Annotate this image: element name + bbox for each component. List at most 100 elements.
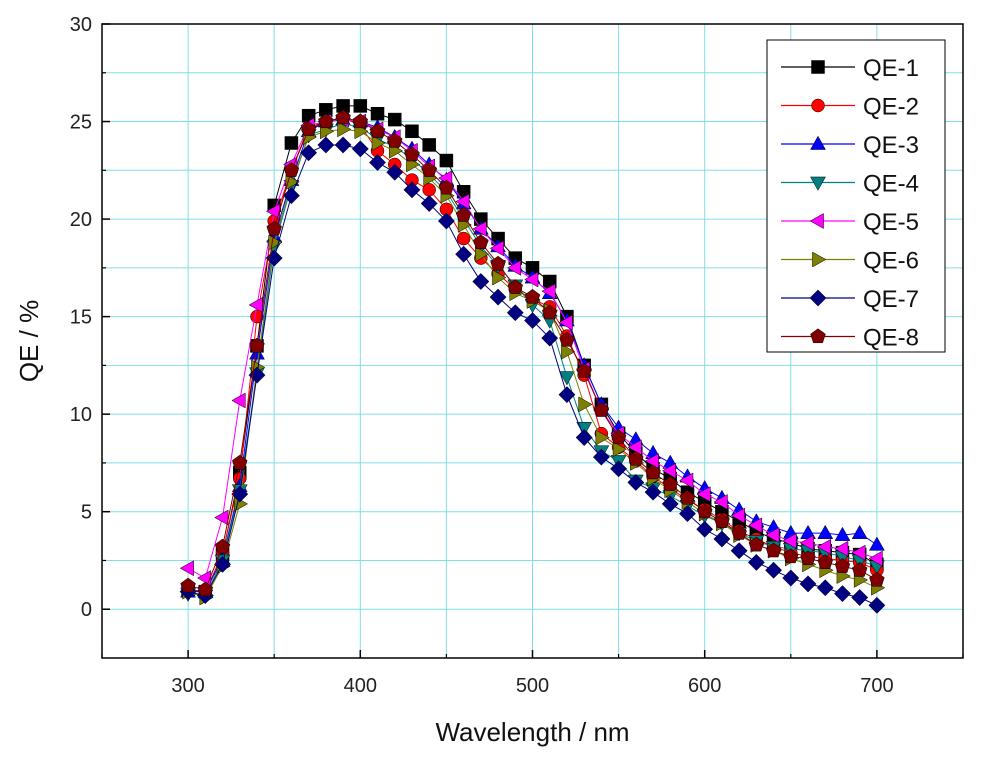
data-point — [834, 540, 849, 557]
data-point — [506, 304, 524, 322]
data-point — [456, 231, 471, 246]
data-point — [387, 112, 402, 127]
legend-item: QE-4 — [781, 171, 919, 198]
legend-marker — [812, 251, 827, 268]
data-point — [765, 542, 782, 558]
data-point — [627, 473, 645, 491]
data-point — [610, 460, 628, 478]
data-point — [489, 288, 507, 306]
data-point — [507, 279, 523, 294]
data-point — [868, 550, 883, 567]
data-point — [439, 153, 454, 168]
data-point — [645, 464, 661, 480]
legend-label: QE-3 — [863, 132, 919, 159]
data-point — [370, 106, 385, 121]
data-point — [800, 550, 816, 566]
data-point — [541, 283, 556, 300]
y-tick-label: 5 — [81, 502, 92, 524]
data-point — [422, 138, 436, 152]
x-tick-label: 700 — [860, 675, 893, 697]
x-axis-title: Wavelength / nm — [435, 717, 629, 747]
data-point — [851, 589, 869, 607]
data-point — [558, 386, 576, 404]
data-point — [799, 575, 817, 593]
data-point — [317, 136, 335, 154]
data-point — [679, 472, 694, 489]
data-point — [455, 245, 473, 263]
data-point — [679, 489, 696, 505]
data-point — [300, 121, 317, 136]
legend-marker — [810, 176, 826, 191]
series-qe-7 — [179, 136, 886, 614]
y-axis-title: QE / % — [14, 300, 44, 382]
data-point — [472, 220, 487, 237]
data-point — [817, 524, 834, 539]
data-point — [662, 476, 678, 491]
data-point — [492, 269, 507, 286]
y-tick-label: 30 — [70, 14, 92, 36]
data-point — [524, 271, 539, 288]
data-point — [232, 454, 248, 470]
data-point — [248, 297, 263, 313]
data-point — [524, 289, 541, 304]
legend-item: QE-6 — [781, 248, 919, 275]
data-point — [592, 448, 610, 466]
data-point — [696, 486, 711, 503]
data-point — [816, 538, 832, 555]
data-point — [851, 544, 866, 561]
data-point — [576, 363, 592, 378]
data-point — [472, 273, 490, 290]
data-point — [473, 234, 489, 250]
data-point — [661, 495, 679, 513]
y-tick-label: 20 — [70, 209, 92, 231]
data-point — [714, 513, 730, 529]
data-point — [730, 507, 745, 524]
axis-ticks: 300 400 500 600 700 0 5 10 15 20 25 30 — [70, 14, 964, 697]
legend-item: QE-7 — [781, 286, 919, 313]
data-point — [834, 526, 851, 541]
legend-marker — [811, 60, 825, 74]
data-point — [404, 146, 420, 162]
data-point — [731, 525, 747, 540]
data-point — [214, 538, 231, 554]
data-point — [765, 527, 780, 544]
data-point — [558, 314, 573, 331]
legend-label: QE-6 — [863, 248, 919, 275]
data-point — [489, 240, 504, 257]
data-point — [713, 494, 728, 510]
data-point — [612, 441, 627, 458]
data-point — [799, 535, 814, 551]
data-point — [214, 555, 232, 573]
data-point — [696, 503, 713, 519]
data-point — [644, 453, 659, 469]
legend-label: QE-5 — [863, 209, 919, 236]
data-point — [197, 570, 212, 586]
data-point — [405, 124, 419, 139]
data-point — [765, 561, 783, 579]
data-point — [334, 136, 352, 154]
data-point — [248, 366, 266, 384]
legend-box — [766, 39, 946, 353]
legend-marker — [810, 328, 826, 344]
data-point — [593, 402, 610, 417]
legend-label: QE-4 — [863, 171, 919, 198]
data-point — [595, 429, 610, 446]
data-point — [300, 144, 318, 162]
data-point — [816, 579, 834, 597]
data-point — [455, 207, 472, 222]
data-point — [437, 212, 455, 230]
data-point — [627, 439, 642, 456]
data-point — [868, 536, 885, 551]
data-point — [369, 154, 386, 171]
x-tick-label: 600 — [688, 675, 721, 697]
y-tick-label: 25 — [70, 112, 92, 134]
legend-item: QE-2 — [781, 94, 919, 121]
x-tick-label: 500 — [516, 675, 549, 697]
data-point — [506, 259, 522, 276]
data-point — [421, 162, 437, 177]
y-tick-label: 15 — [70, 307, 92, 329]
legend-item: QE-1 — [781, 55, 919, 82]
data-point — [353, 99, 368, 113]
series-qe-8 — [180, 109, 885, 597]
data-point — [851, 524, 868, 539]
